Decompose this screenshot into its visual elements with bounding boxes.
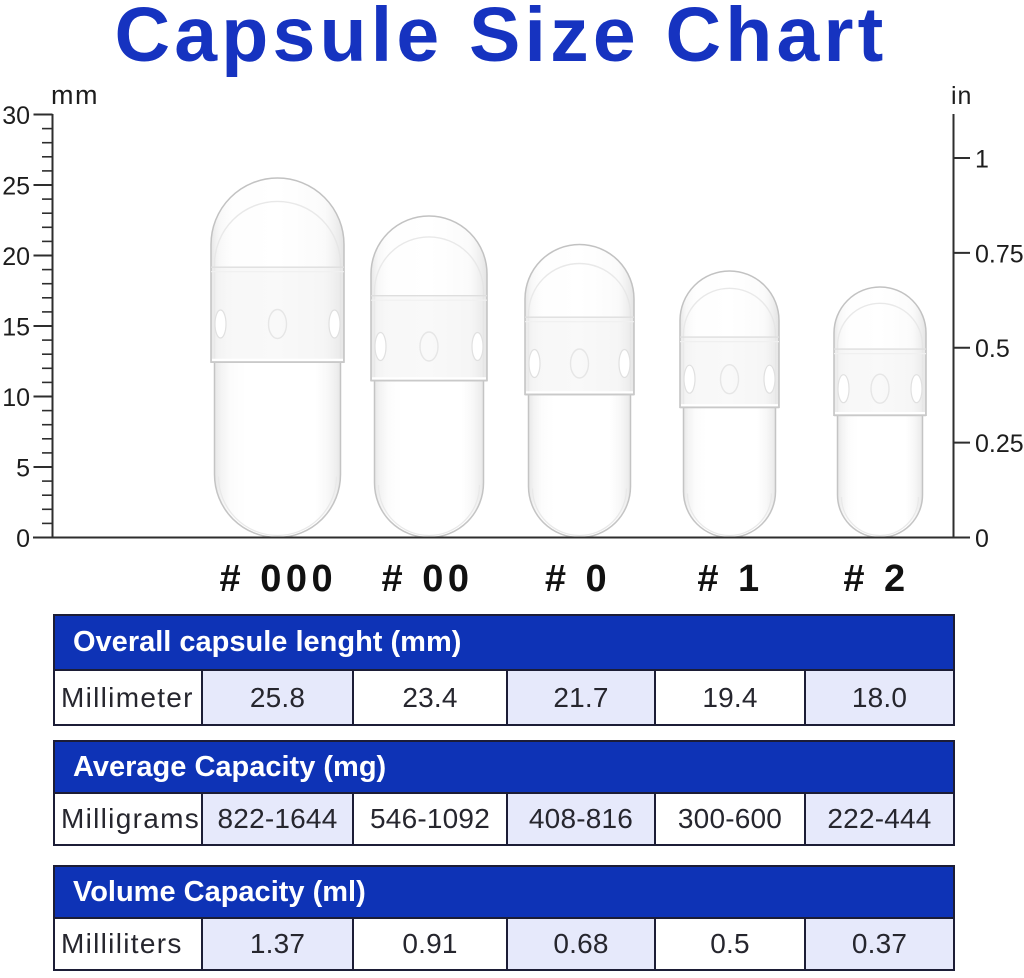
svg-text:# 00: # 00 bbox=[382, 558, 474, 600]
svg-text:# 000: # 000 bbox=[220, 558, 338, 600]
svg-text:0: 0 bbox=[975, 525, 989, 553]
svg-text:20: 20 bbox=[2, 243, 30, 271]
svg-text:5: 5 bbox=[16, 455, 30, 483]
svg-text:in: in bbox=[951, 82, 972, 110]
svg-text:15: 15 bbox=[2, 314, 30, 342]
svg-text:# 2: # 2 bbox=[843, 558, 909, 600]
svg-text:0: 0 bbox=[16, 525, 30, 553]
svg-text:25: 25 bbox=[2, 173, 30, 201]
svg-text:# 1: # 1 bbox=[697, 558, 763, 600]
svg-text:0.75: 0.75 bbox=[975, 240, 1024, 268]
svg-text:1: 1 bbox=[975, 146, 989, 174]
svg-text:mm: mm bbox=[51, 80, 99, 110]
svg-text:30: 30 bbox=[2, 102, 30, 130]
svg-text:0.25: 0.25 bbox=[975, 430, 1024, 458]
svg-text:# 0: # 0 bbox=[545, 558, 611, 600]
svg-text:10: 10 bbox=[2, 384, 30, 412]
svg-text:0.5: 0.5 bbox=[975, 335, 1010, 363]
